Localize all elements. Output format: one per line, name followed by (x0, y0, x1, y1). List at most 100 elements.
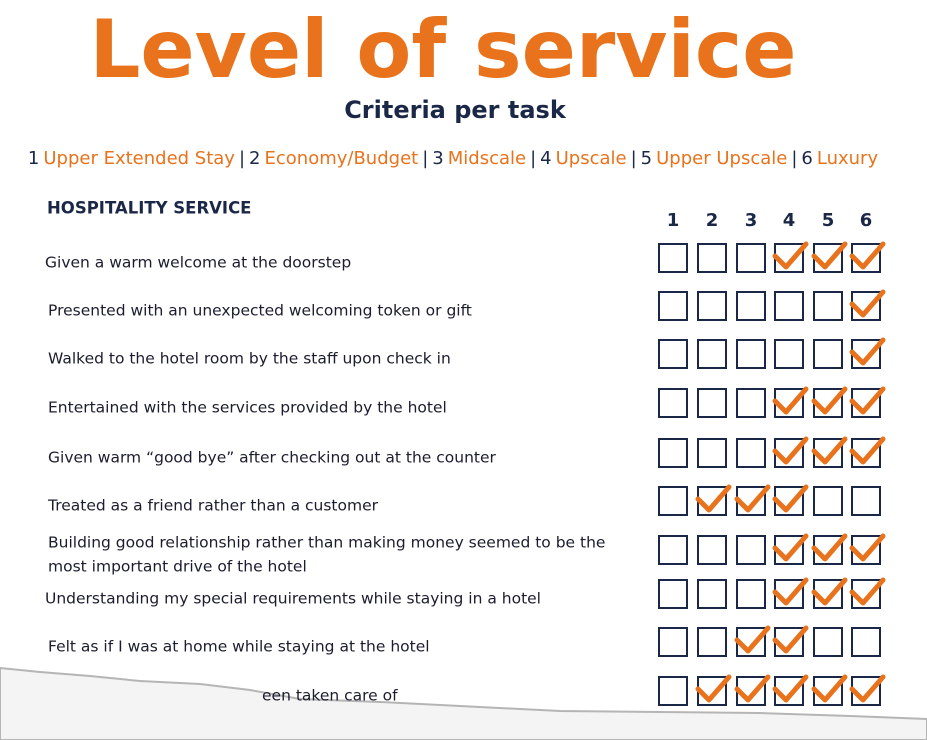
column-header: 3 (745, 210, 758, 231)
legend-name: Upscale (556, 148, 627, 169)
checkbox (697, 388, 727, 418)
column-header: 6 (860, 210, 873, 231)
legend-name: Upper Upscale (656, 148, 787, 169)
column-header: 1 (667, 210, 680, 231)
checkmark (734, 484, 771, 513)
checkbox (697, 243, 727, 273)
checkmark (695, 484, 732, 513)
legend-separator: | (530, 148, 536, 169)
checkbox (851, 486, 881, 516)
checkmark (772, 533, 809, 562)
torn-paper (0, 666, 927, 740)
checkmark (772, 386, 809, 415)
checkmark (849, 386, 886, 415)
checkbox (658, 579, 688, 609)
checkmark (772, 484, 809, 513)
checkmark (811, 241, 848, 270)
checkmark (849, 289, 886, 318)
legend-name: Upper Extended Stay (43, 148, 235, 169)
legend-number: 5 (641, 148, 652, 169)
column-header: 2 (706, 210, 719, 231)
checkmark (849, 241, 886, 270)
legend-number: 4 (540, 148, 551, 169)
checkmark (811, 674, 848, 703)
legend-separator: | (631, 148, 637, 169)
legend-name: Economy/Budget (265, 148, 419, 169)
legend-name: Luxury (817, 148, 879, 169)
checkmark (811, 533, 848, 562)
checkbox (658, 243, 688, 273)
checkbox (658, 627, 688, 657)
subtitle: Criteria per task (344, 96, 567, 124)
legend-number: 2 (249, 148, 260, 169)
legend: 1 Upper Extended Stay | 2 Economy/Budget | 3 Mi… (28, 148, 879, 169)
checkmark (734, 625, 771, 654)
checkmark (811, 577, 848, 606)
legend-number: 1 (28, 148, 39, 169)
checkbox (697, 627, 727, 657)
checkbox (813, 291, 843, 321)
checkbox (813, 486, 843, 516)
checkbox (813, 339, 843, 369)
legend-separator: | (422, 148, 428, 169)
checkmark (849, 577, 886, 606)
checkmark (811, 436, 848, 465)
checkbox (697, 339, 727, 369)
checkbox (658, 438, 688, 468)
checkbox (813, 627, 843, 657)
checkbox (736, 388, 766, 418)
checkbox (736, 535, 766, 565)
checkmark (772, 241, 809, 270)
title: Level of service (89, 3, 796, 96)
row-label: Understanding my special requirements wh… (45, 590, 541, 608)
checkbox (697, 535, 727, 565)
check-grid: 1 2 3 4 5 6 (658, 210, 886, 706)
checkmark (849, 436, 886, 465)
row-label: Given warm “good bye” after checking out… (48, 449, 497, 467)
checkbox (658, 676, 688, 706)
row-label: Building good relationship rather than m… (48, 534, 605, 552)
checkbox (736, 579, 766, 609)
checkmark (772, 625, 809, 654)
checkbox (697, 438, 727, 468)
section-heading: HOSPITALITY SERVICE (47, 199, 251, 218)
checkmark (849, 337, 886, 366)
checkbox (658, 291, 688, 321)
checkbox (851, 627, 881, 657)
row-label: Walked to the hotel room by the staff up… (48, 350, 451, 368)
checkbox (658, 486, 688, 516)
checkmark (849, 533, 886, 562)
row-label: Entertained with the services provided b… (48, 399, 447, 417)
checkbox (736, 243, 766, 273)
row-label: Treated as a friend rather than a custom… (47, 497, 379, 515)
checkmark (849, 674, 886, 703)
legend-number: 3 (432, 148, 443, 169)
row-label: Presented with an unexpected welcoming t… (48, 302, 472, 320)
row-label: Felt as if I was at home while staying a… (48, 638, 430, 656)
checkbox (697, 291, 727, 321)
legend-name: Midscale (448, 148, 526, 169)
checkmark (734, 674, 771, 703)
checkmark (772, 577, 809, 606)
checkbox (736, 438, 766, 468)
checkbox (658, 535, 688, 565)
checkmark (772, 674, 809, 703)
checkmark (811, 386, 848, 415)
checkbox (736, 339, 766, 369)
column-header: 4 (783, 210, 796, 231)
column-header: 5 (822, 210, 835, 231)
legend-number: 6 (801, 148, 812, 169)
checkmark (772, 436, 809, 465)
checkbox (658, 388, 688, 418)
row-label: most important drive of the hotel (48, 558, 307, 576)
checkbox (736, 291, 766, 321)
legend-separator: | (239, 148, 245, 169)
row-label: een taken care of (262, 687, 398, 705)
row-label: Given a warm welcome at the doorstep (45, 254, 351, 272)
checkbox (774, 339, 804, 369)
checkbox (658, 339, 688, 369)
checkbox (697, 579, 727, 609)
checkmark (695, 674, 732, 703)
